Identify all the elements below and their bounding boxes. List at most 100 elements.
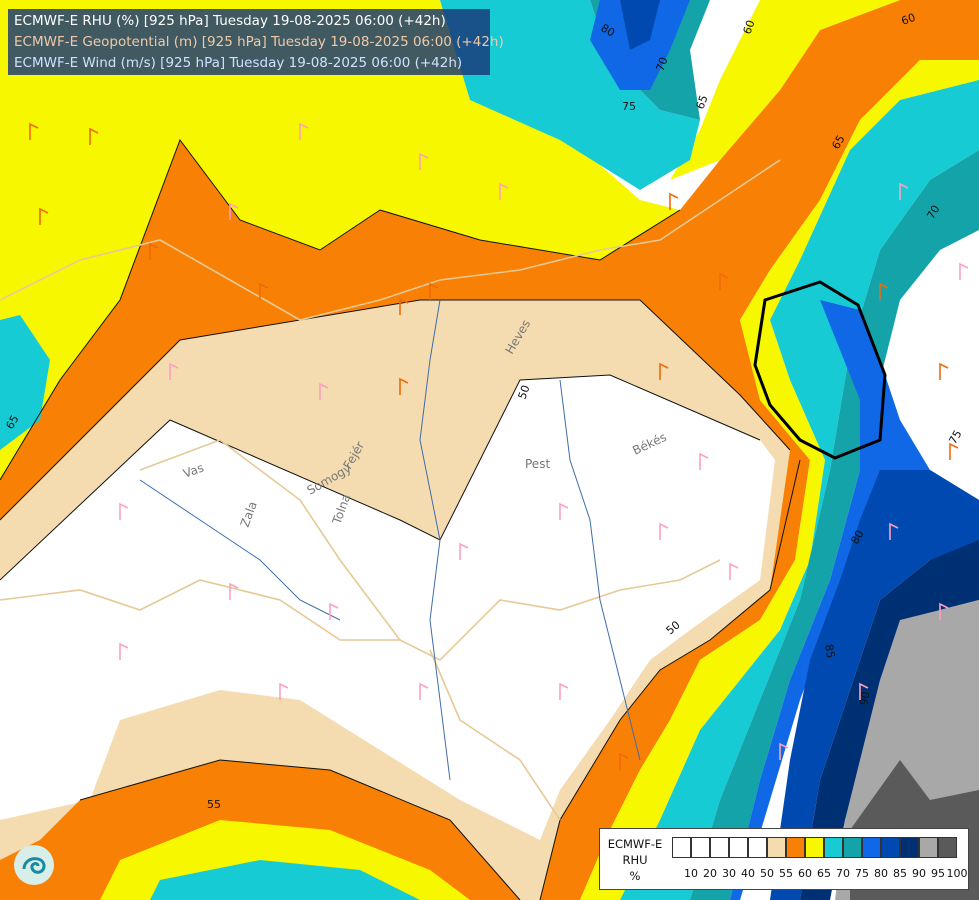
legend-tick-label: 80 <box>874 867 888 880</box>
legend-tick-label: 10 <box>684 867 698 880</box>
legend-swatch <box>767 837 786 858</box>
band-70-75-south <box>150 860 420 900</box>
wind-barb-icon <box>949 442 959 460</box>
legend-tick-label: 40 <box>741 867 755 880</box>
contour-value-label: 70 <box>924 203 942 222</box>
region-label: Vas <box>181 461 205 481</box>
wind-barb-icon <box>399 377 409 395</box>
legend-tick-label: 90 <box>912 867 926 880</box>
title-rhu: ECMWF-E RHU (%) [925 hPa] Tuesday 19-08-… <box>14 13 446 29</box>
wind-barb-icon <box>319 382 329 400</box>
wind-barb-icon <box>719 272 729 290</box>
legend-tick-label: 75 <box>855 867 869 880</box>
contour-value-label: 80 <box>599 21 618 39</box>
region-label: Pest <box>525 457 550 471</box>
rhu-legend: ECMWF-E RHU % 10 20 30 40 50 55 60 65 70 75 80 85 90… <box>599 828 969 890</box>
contour-value-label: 65 <box>694 93 711 111</box>
title-geopotential: ECMWF-E Geopotential (m) [925 hPa] Tuesd… <box>14 34 504 50</box>
title-panel: ECMWF-E RHU (%) [925 hPa] Tuesday 19-08-… <box>8 9 504 75</box>
contour-value-label: 65 <box>3 413 21 432</box>
wind-barb-icon <box>419 682 429 700</box>
wind-barb-icon <box>669 192 679 210</box>
legend-swatch <box>881 837 900 858</box>
borders <box>0 159 781 821</box>
wind-barb-icon <box>879 282 889 300</box>
wind-barb-icon <box>299 122 309 140</box>
contour-value-label: 70 <box>654 55 671 73</box>
legend-swatch <box>862 837 881 858</box>
title-wind: ECMWF-E Wind (m/s) [925 hPa] Tuesday 19-… <box>14 55 463 71</box>
wind-barb-icon <box>399 297 409 315</box>
wind-barb-icon <box>559 682 569 700</box>
legend-swatch <box>710 837 729 858</box>
legend-title-model: ECMWF-E <box>607 837 663 851</box>
band-70-75 <box>440 0 700 190</box>
contour-value-label: 90 <box>857 690 872 706</box>
contour-value-label: 65 <box>829 133 847 152</box>
wind-barb-icon <box>899 182 909 200</box>
wind-barb-icon <box>619 752 629 770</box>
wind-barb-icon <box>229 582 239 600</box>
wind-barb-icon <box>169 362 179 380</box>
rivers <box>139 299 641 781</box>
wind-barb-icon <box>729 562 739 580</box>
legend-tick-label: 50 <box>760 867 774 880</box>
logo-icon <box>14 845 54 885</box>
wind-barb-icon <box>659 522 669 540</box>
legend-swatch <box>805 837 824 858</box>
wind-barb-icon <box>459 542 469 560</box>
wind-barb-icon <box>939 362 949 380</box>
legend-title-variable: RHU <box>622 853 648 867</box>
band-70-75-east <box>620 80 979 900</box>
legend-swatch <box>824 837 843 858</box>
legend-tick-label: 95 <box>931 867 945 880</box>
band-85-90 <box>620 0 660 50</box>
wind-barb-icon <box>429 282 439 300</box>
wind-barb-icon <box>419 152 429 170</box>
wind-barb-icon <box>659 362 669 380</box>
geopotential-contour <box>753 280 887 460</box>
wind-barb-icon <box>29 122 39 140</box>
wind-barb-icon <box>329 602 339 620</box>
wind-barb-icon <box>889 522 899 540</box>
legend-swatch <box>729 837 748 858</box>
wind-barb-icon <box>959 262 969 280</box>
contour-value-label: 80 <box>848 528 866 547</box>
legend-tick-label: 55 <box>779 867 793 880</box>
legend-swatch <box>938 837 957 858</box>
legend-swatch <box>843 837 862 858</box>
legend-tick-label: 100 <box>946 867 968 880</box>
legend-swatch <box>919 837 938 858</box>
wind-barb-icon <box>39 207 49 225</box>
wind-barb-icon <box>89 127 99 145</box>
wind-barb-icon <box>559 502 569 520</box>
contour-value-label: 60 <box>741 18 758 36</box>
band-65-70-east <box>580 0 979 900</box>
wind-barb-icon <box>699 452 709 470</box>
legend-swatch <box>748 837 767 858</box>
legend-tick-label: 70 <box>836 867 850 880</box>
band-white-inner <box>0 375 775 840</box>
legend-swatch <box>672 837 691 858</box>
wind-barb-icon <box>229 202 239 220</box>
contour-value-label: 60 <box>900 11 918 28</box>
legend-title-unit: % <box>629 869 641 883</box>
band-75-80-east <box>690 150 979 900</box>
band-90-95 <box>800 540 979 900</box>
wind-barb-icon <box>149 242 159 260</box>
legend-tick-label: 85 <box>893 867 907 880</box>
legend-tick-label: 65 <box>817 867 831 880</box>
legend-swatch <box>691 837 710 858</box>
legend-swatch <box>900 837 919 858</box>
legend-tick-label: 60 <box>798 867 812 880</box>
contour-value-label: 55 <box>207 798 221 811</box>
wind-barb-icon <box>499 182 509 200</box>
wind-barb-icon <box>279 682 289 700</box>
wind-barb-icon <box>939 602 949 620</box>
band-80-85-east <box>730 300 979 900</box>
wind-barb-icon <box>119 502 129 520</box>
legend-tick-label: 30 <box>722 867 736 880</box>
band-70-75-west <box>0 315 50 450</box>
wind-barb-icon <box>119 642 129 660</box>
